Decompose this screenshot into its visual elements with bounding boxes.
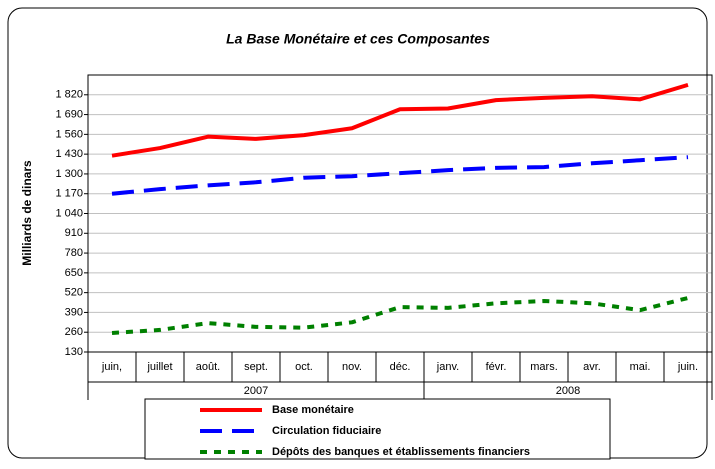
- y-tick-label: 1 300: [55, 168, 83, 180]
- x-tick-label: juillet: [146, 361, 172, 373]
- y-tick-label: 1 040: [55, 207, 83, 219]
- legend-label: Base monétaire: [272, 404, 354, 416]
- y-tick-label: 650: [65, 267, 83, 279]
- y-tick-label: 130: [65, 346, 83, 358]
- y-tick-label: 1 690: [55, 108, 83, 120]
- x-tick-label: juin.: [677, 361, 698, 373]
- series-line: [111, 82, 689, 158]
- legend-label: Circulation fiduciaire: [272, 425, 381, 437]
- x-tick-label: oct.: [295, 361, 313, 373]
- y-tick-label: 910: [65, 227, 83, 239]
- x-tick-label: avr.: [583, 361, 601, 373]
- y-tick-label: 1 430: [55, 148, 83, 160]
- x-tick-label: juin,: [101, 361, 122, 373]
- x-group-label: 2007: [244, 385, 268, 397]
- x-tick-label: mars.: [530, 361, 558, 373]
- y-tick-label: 780: [65, 247, 83, 259]
- y-tick-label: 1 820: [55, 89, 83, 101]
- y-tick-label: 390: [65, 306, 83, 318]
- y-tick-label: 260: [65, 326, 83, 338]
- x-tick-label: janv.: [436, 361, 459, 373]
- y-tick-label: 1 170: [55, 188, 83, 200]
- x-tick-label: août.: [196, 361, 220, 373]
- x-tick-label: nov.: [342, 361, 362, 373]
- x-tick-label: févr.: [486, 361, 507, 373]
- y-tick-label: 520: [65, 287, 83, 299]
- y-tick-label: 1 560: [55, 128, 83, 140]
- series-line: [111, 155, 689, 196]
- plot-border: [87, 74, 713, 353]
- x-tick-label: mai.: [630, 361, 651, 373]
- y-axis-label: Milliards de dinars: [20, 160, 34, 266]
- chart-title: La Base Monétaire et ces Composantes: [226, 31, 490, 47]
- x-tick-label: sept.: [244, 361, 268, 373]
- x-tick-label: déc.: [390, 361, 411, 373]
- legend-label: Dépôts des banques et établissements fin…: [272, 446, 530, 458]
- x-group-label: 2008: [556, 385, 580, 397]
